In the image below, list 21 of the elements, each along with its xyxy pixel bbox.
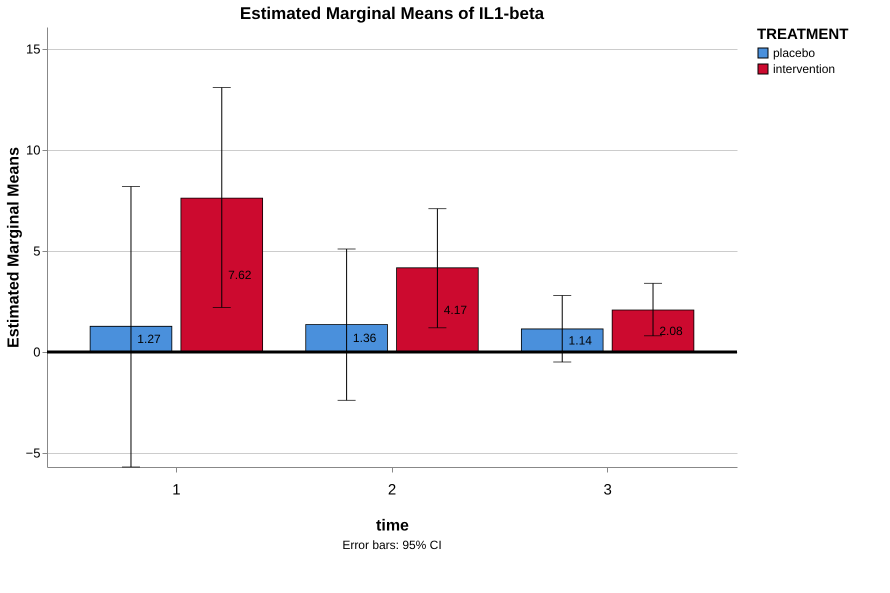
text: Error bars: 95% CI: [342, 538, 442, 552]
chart-title: Estimated Marginal Means of IL1-beta: [240, 4, 545, 23]
data-label: 1.14: [568, 333, 592, 348]
y-tick-label: 15: [26, 42, 40, 57]
y-tick-label: −5: [26, 445, 40, 460]
y-tick-label: 10: [26, 142, 40, 158]
x-axis-title: time: [376, 518, 410, 534]
data-label: 7.62: [228, 268, 252, 282]
x-tick-label: 2: [388, 482, 396, 498]
y-axis-title: Estimated Marginal Means: [6, 146, 23, 348]
x-tick-label: 1: [172, 482, 181, 498]
data-label: 4.17: [444, 302, 468, 317]
legend-title: TREATMENT: [757, 26, 848, 43]
y-tick-label: 5: [33, 244, 40, 259]
data-label: 1.27: [137, 332, 161, 346]
y-tick-label: 0: [33, 344, 40, 360]
data-label: 2.08: [659, 324, 684, 338]
data-label: 1.36: [352, 331, 377, 346]
legend-label: intervention: [773, 62, 836, 76]
legend-label: placebo: [773, 46, 816, 60]
x-tick-label: 3: [603, 482, 612, 498]
